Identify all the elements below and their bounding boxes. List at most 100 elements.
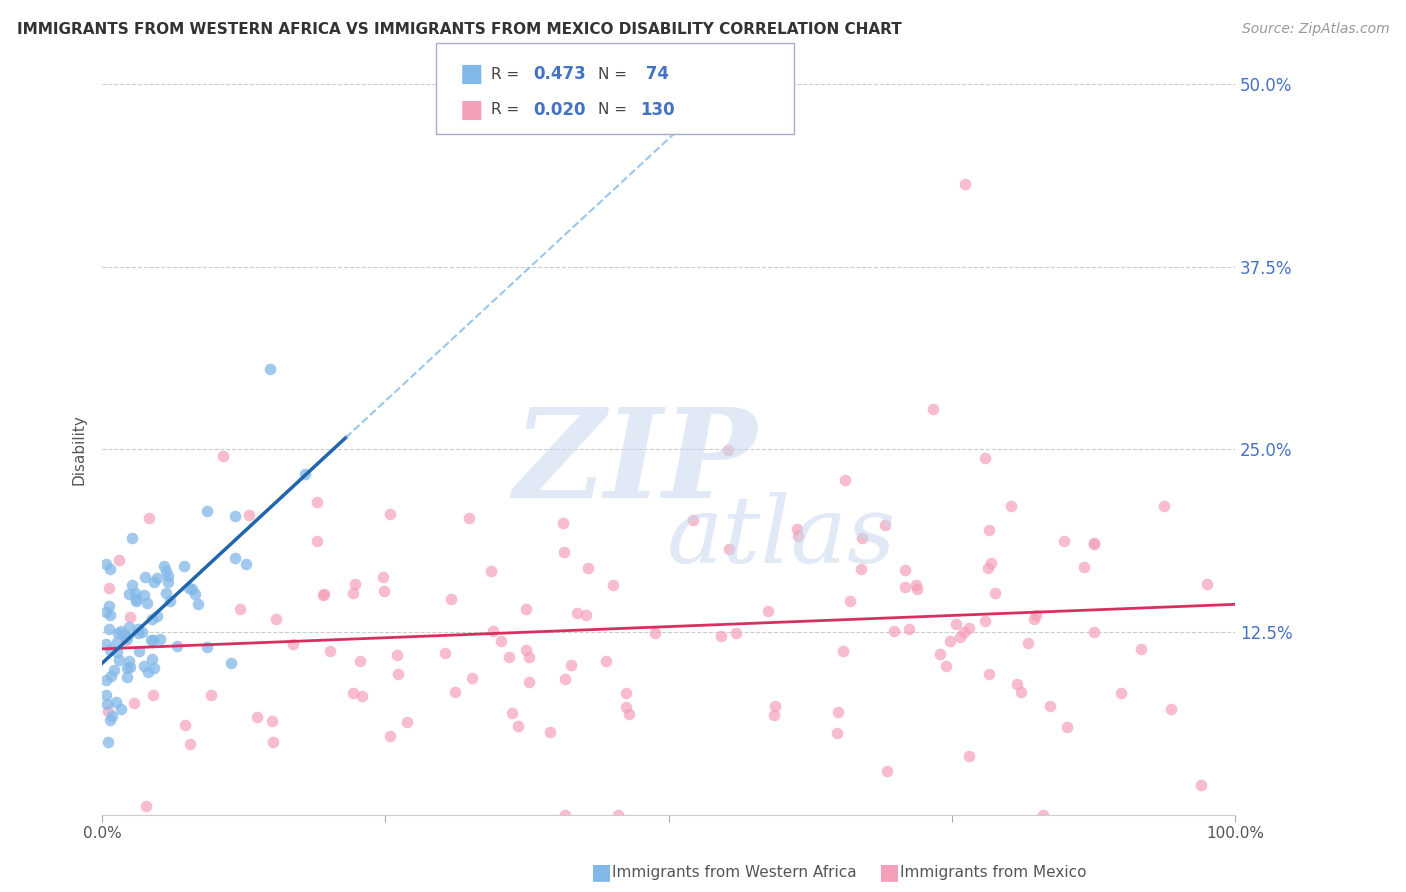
Point — [718, 542, 741, 557]
Point — [1073, 559, 1095, 574]
Point — [461, 671, 484, 685]
Text: N =: N = — [598, 67, 631, 81]
Point — [501, 706, 523, 721]
Text: ■: ■ — [460, 98, 484, 121]
Point — [141, 612, 163, 626]
Text: ■: ■ — [591, 863, 612, 882]
Point — [101, 708, 124, 723]
Point — [98, 607, 121, 622]
Point — [115, 632, 138, 647]
Point — [1153, 499, 1175, 513]
Point — [259, 362, 281, 376]
Point — [114, 628, 136, 642]
Point — [246, 709, 269, 723]
Point — [146, 571, 169, 585]
Point — [108, 653, 131, 667]
Point — [187, 597, 209, 611]
Point — [179, 737, 201, 751]
Point — [980, 556, 1002, 570]
Point — [553, 545, 575, 559]
Point — [458, 510, 481, 524]
Point — [787, 529, 810, 543]
Point — [141, 633, 163, 648]
Point — [262, 714, 284, 728]
Point — [224, 550, 246, 565]
Point — [118, 660, 141, 674]
Point — [166, 639, 188, 653]
Point — [1007, 677, 1029, 691]
Point — [851, 562, 873, 576]
Point — [1130, 642, 1153, 657]
Text: Immigrants from Mexico: Immigrants from Mexico — [900, 865, 1087, 880]
Point — [121, 577, 143, 591]
Point — [103, 663, 125, 677]
Point — [893, 563, 915, 577]
Point — [614, 686, 637, 700]
Point — [149, 632, 172, 646]
Point — [342, 585, 364, 599]
Point — [108, 553, 131, 567]
Point — [159, 594, 181, 608]
Point — [717, 442, 740, 457]
Point — [96, 637, 118, 651]
Text: R =: R = — [491, 67, 524, 81]
Point — [949, 630, 972, 644]
Point — [825, 726, 848, 740]
Point — [262, 734, 284, 748]
Point — [1032, 807, 1054, 822]
Point — [905, 582, 928, 596]
Point — [922, 402, 945, 417]
Point — [1053, 534, 1076, 549]
Point — [173, 718, 195, 732]
Point — [319, 644, 342, 658]
Point — [134, 588, 156, 602]
Point — [540, 724, 562, 739]
Point — [1017, 635, 1039, 649]
Point — [94, 688, 117, 702]
Point — [110, 624, 132, 638]
Point — [977, 561, 1000, 575]
Point — [128, 643, 150, 657]
Point — [838, 594, 860, 608]
Point — [1010, 684, 1032, 698]
Point — [141, 651, 163, 665]
Text: Immigrants from Western Africa: Immigrants from Western Africa — [612, 865, 856, 880]
Point — [1189, 778, 1212, 792]
Point — [644, 625, 666, 640]
Point — [281, 637, 304, 651]
Point — [595, 654, 617, 668]
Point — [709, 629, 731, 643]
Text: Source: ZipAtlas.com: Source: ZipAtlas.com — [1241, 22, 1389, 37]
Point — [883, 624, 905, 638]
Point — [115, 670, 138, 684]
Point — [373, 570, 395, 584]
Point — [763, 698, 786, 713]
Point — [682, 513, 704, 527]
Point — [96, 734, 118, 748]
Point — [134, 659, 156, 673]
Text: 74: 74 — [640, 65, 669, 83]
Point — [127, 626, 149, 640]
Point — [212, 449, 235, 463]
Point — [607, 807, 630, 822]
Text: ■: ■ — [879, 863, 900, 882]
Point — [1039, 698, 1062, 713]
Point — [314, 587, 336, 601]
Point — [498, 650, 520, 665]
Point — [851, 532, 873, 546]
Point — [200, 688, 222, 702]
Point — [94, 557, 117, 571]
Text: 0.020: 0.020 — [533, 101, 585, 119]
Point — [157, 568, 180, 582]
Point — [312, 588, 335, 602]
Point — [440, 592, 463, 607]
Point — [786, 522, 808, 536]
Y-axis label: Disability: Disability — [72, 414, 86, 485]
Point — [1025, 608, 1047, 623]
Point — [118, 620, 141, 634]
Text: IMMIGRANTS FROM WESTERN AFRICA VS IMMIGRANTS FROM MEXICO DISABILITY CORRELATION : IMMIGRANTS FROM WESTERN AFRICA VS IMMIGR… — [17, 22, 901, 37]
Point — [342, 686, 364, 700]
Point — [117, 631, 139, 645]
Point — [827, 706, 849, 720]
Point — [1056, 720, 1078, 734]
